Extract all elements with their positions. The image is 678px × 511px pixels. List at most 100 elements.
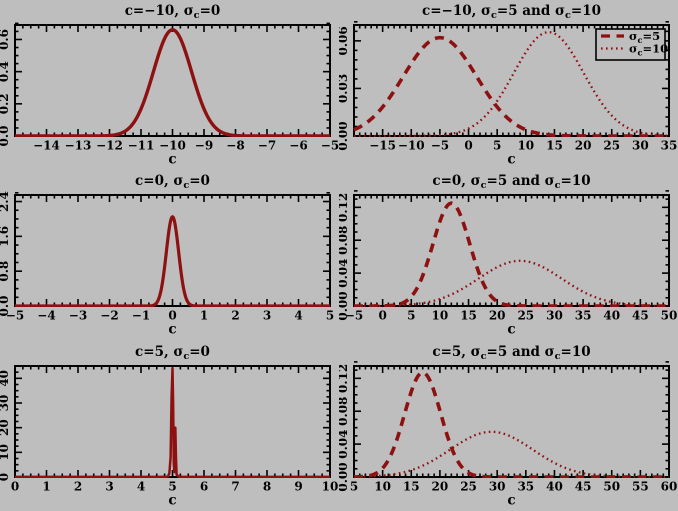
chart-panel-5: c=5, σc=5 and σc=10 5 10 15 20 25 30 35 40 45 50 55… [339, 344, 678, 509]
x-tick-label: −11 [128, 139, 155, 153]
legend-box [595, 28, 666, 61]
y-tick-labels: 0.00 0.03 0.06 [339, 26, 350, 150]
x-tick-label: −1 [132, 309, 150, 323]
x-tick-label: 0 [464, 139, 472, 153]
y-tick-label: 30 [0, 395, 11, 412]
chart-panel-4: c=5, σc=0 0 1 2 3 4 5 6 7 8 9 10 0 10 20 30 40 c [0, 344, 339, 509]
panel-title: c=5, σc=5 and σc=10 [432, 344, 590, 362]
x-tick-label: 7 [231, 480, 239, 494]
x-tick-label: 20 [489, 309, 506, 323]
x-tick-labels: 0 1 2 3 4 5 6 7 8 9 10 [11, 480, 339, 494]
x-tick-label: −15 [369, 139, 396, 153]
x-tick-label: −2 [100, 309, 118, 323]
x-tick-label: −5 [6, 309, 24, 323]
x-tick-label: 6 [200, 480, 208, 494]
curve-dashed [353, 201, 670, 307]
x-tick-label: 9 [294, 480, 302, 494]
plot-box [353, 194, 670, 307]
y-tick-label: 0.06 [339, 26, 350, 55]
y-tick-label: 0.12 [339, 364, 350, 393]
y-tick-label: 2.4 [0, 191, 11, 212]
x-tick-label: −7 [258, 139, 276, 153]
x-tick-label: −3 [69, 309, 87, 323]
x-axis-label: c [507, 322, 515, 338]
y-tick-label: 0.08 [339, 226, 350, 255]
x-axis-label: c [168, 493, 176, 509]
chart-panel-0: c=−10, σc=0−14 −13 −12 −11 −10 −9 −8 −7 −6 −50.00… [0, 3, 339, 168]
x-tick-label: −10 [398, 139, 425, 153]
axis-ticks [15, 22, 331, 137]
x-tick-labels: −15 −10 −5 0 5 10 15 20 25 30 35 [369, 139, 677, 153]
x-tick-label: 3 [263, 309, 271, 323]
x-tick-label: 20 [432, 480, 449, 494]
x-tick-label: 5 [407, 309, 415, 323]
y-tick-labels: 0.00 0.04 0.08 0.12 [339, 193, 350, 321]
legend-label: σc=5 [629, 29, 660, 45]
plot-box [353, 365, 670, 478]
x-tick-label: −10 [159, 139, 186, 153]
curve-dashed [353, 35, 670, 137]
curve-dotted [353, 430, 670, 478]
chart-panel-2: c=0, σc=0 −5 −4 −3 −2 −1 0 1 2 3 4 5 0.0 0.8 1.6 2.4 c [0, 173, 334, 338]
x-tick-labels: −5 0 5 10 15 20 25 30 35 40 45 50 [345, 309, 678, 323]
x-tick-label: 35 [575, 309, 592, 323]
chart-panel-3: c=0, σc=5 and σc=10 −5 0 5 10 15 20 25 30 35 40 45 5… [339, 173, 678, 338]
x-tick-label: 5 [350, 480, 358, 494]
panel-title: c=−10, σc=0 [125, 3, 221, 21]
x-tick-label: 30 [489, 480, 506, 494]
y-tick-label: 0.6 [0, 29, 11, 50]
y-tick-label: 0.00 [339, 462, 350, 491]
x-tick-label: 0 [378, 309, 386, 323]
y-tick-label: 0.12 [339, 193, 350, 222]
x-tick-label: 15 [403, 480, 420, 494]
curve-dashed [353, 370, 670, 478]
plot-box [353, 24, 670, 137]
x-tick-label: 15 [546, 139, 563, 153]
x-tick-label: −12 [96, 139, 123, 153]
x-tick-labels: 5 10 15 20 25 30 35 40 45 50 55 60 [350, 480, 678, 494]
x-tick-label: −5 [321, 139, 339, 153]
y-tick-labels: 0.0 0.8 1.6 2.4 [0, 191, 11, 316]
y-tick-label: 20 [0, 419, 11, 436]
x-tick-label: 2 [74, 480, 82, 494]
x-tick-label: 4 [137, 480, 145, 494]
y-tick-label: 0.0 [0, 296, 11, 317]
x-tick-label: 2 [231, 309, 239, 323]
x-tick-label: 5 [326, 309, 334, 323]
panel-title: c=0, σc=0 [135, 173, 210, 191]
x-tick-label: −14 [33, 139, 60, 153]
y-tick-label: 0 [0, 473, 11, 481]
x-axis-label: c [168, 152, 176, 168]
x-tick-label: 50 [603, 480, 620, 494]
x-tick-label: 25 [603, 139, 620, 153]
y-tick-label: 0.00 [339, 121, 350, 150]
x-tick-label: 20 [575, 139, 592, 153]
axis-ticks [14, 192, 331, 307]
y-tick-labels: 0 10 20 30 40 [0, 370, 11, 481]
axis-ticks [14, 365, 331, 478]
x-tick-label: 25 [517, 309, 534, 323]
x-tick-label: 45 [575, 480, 592, 494]
x-tick-label: −8 [226, 139, 244, 153]
y-tick-label: 1.6 [0, 226, 11, 247]
x-tick-label: 10 [432, 309, 449, 323]
panel-title: c=5, σc=0 [135, 344, 210, 362]
x-tick-label: 10 [517, 139, 534, 153]
panel-title: c=−10, σc=5 and σc=10 [422, 3, 601, 21]
y-tick-label: 0.03 [339, 74, 350, 103]
y-tick-labels: 0.00 0.04 0.08 0.12 [339, 364, 350, 492]
x-tick-label: −9 [195, 139, 213, 153]
y-tick-label: 0.00 [339, 291, 350, 320]
x-tick-label: 1 [42, 480, 50, 494]
x-tick-label: 55 [632, 480, 649, 494]
x-tick-label: 40 [603, 309, 620, 323]
x-tick-label: 35 [517, 480, 534, 494]
legend-label: σc=10 [629, 42, 668, 58]
x-tick-label: 10 [322, 480, 339, 494]
axis-ticks [353, 190, 670, 307]
y-tick-label: 0.0 [0, 126, 11, 147]
x-axis-label: c [507, 493, 515, 509]
x-tick-label: 40 [546, 480, 563, 494]
x-tick-label: 25 [460, 480, 477, 494]
curve-dotted [353, 259, 670, 307]
